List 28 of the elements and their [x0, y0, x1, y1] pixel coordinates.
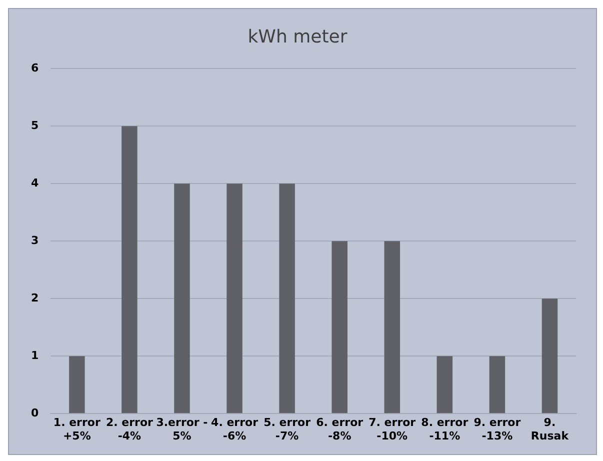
- x-tick-label: 9. Rusak: [530, 416, 570, 442]
- x-tick-label: 4. error -6%: [211, 416, 259, 442]
- bar: [122, 126, 138, 414]
- x-tick-label: 3.error - 5%: [156, 416, 208, 442]
- y-tick-label: 1: [31, 348, 39, 362]
- x-tick-label: 8. error -11%: [421, 416, 469, 442]
- chart-title: kWh meter: [248, 26, 348, 48]
- bar: [332, 241, 348, 414]
- bar: [436, 356, 453, 414]
- y-tick-label: 0: [31, 406, 39, 420]
- x-tick-label: 9. error -13%: [474, 416, 522, 442]
- bar: [384, 241, 400, 414]
- x-tick-label: 7. error -10%: [368, 416, 416, 442]
- bar: [542, 298, 558, 414]
- x-tick-label: 1. error +5%: [53, 416, 101, 442]
- bar: [489, 356, 506, 414]
- x-tick-label: 5. error -7%: [264, 416, 312, 442]
- bar: [174, 184, 190, 414]
- y-tick-label: 6: [31, 61, 39, 74]
- bar: [69, 356, 85, 414]
- y-tick-label: 4: [31, 176, 39, 190]
- bar: [279, 184, 295, 414]
- y-tick-label: 2: [31, 291, 39, 304]
- y-tick-label: 3: [31, 234, 39, 247]
- x-tick-label: 2. error -4%: [106, 416, 154, 442]
- y-tick-label: 5: [31, 118, 39, 132]
- x-tick-label: 6. error -8%: [316, 416, 364, 442]
- bar: [226, 184, 242, 414]
